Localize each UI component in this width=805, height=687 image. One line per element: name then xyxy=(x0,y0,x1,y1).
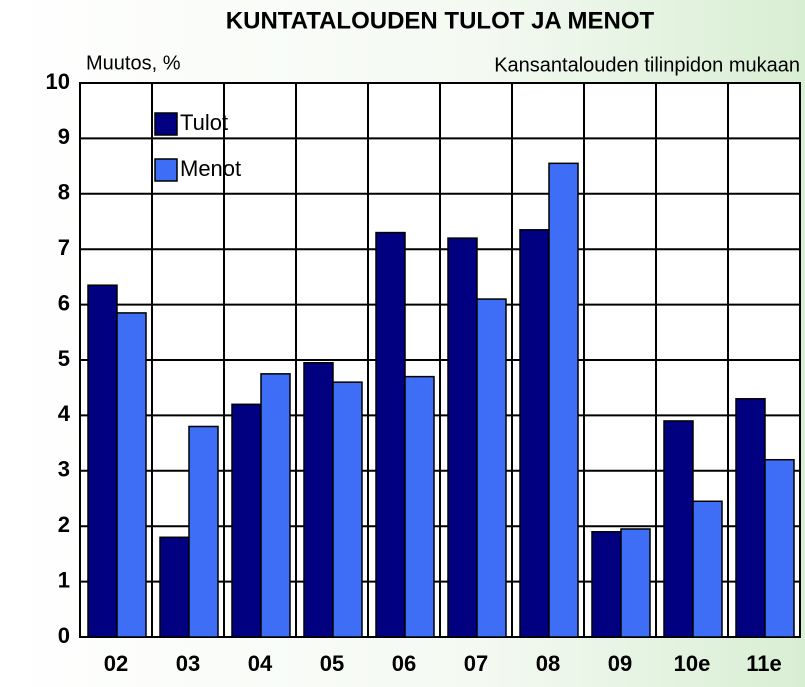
bar xyxy=(303,362,334,638)
bar xyxy=(87,284,118,638)
bar xyxy=(764,458,795,638)
x-tick-label: 06 xyxy=(392,651,416,676)
x-tick-label: 05 xyxy=(320,651,344,676)
bar xyxy=(188,425,219,638)
bar xyxy=(591,530,622,638)
y-axis-label: Muutos, % xyxy=(86,52,181,74)
y-tick-label: 3 xyxy=(58,457,70,482)
x-tick-label: 09 xyxy=(608,651,632,676)
legend-label: Tulot xyxy=(180,110,228,135)
bar xyxy=(447,237,478,638)
bar xyxy=(116,312,147,638)
bar xyxy=(159,536,190,638)
y-tick-label: 0 xyxy=(58,623,70,648)
x-tick-label: 04 xyxy=(248,651,273,676)
bar xyxy=(735,398,766,638)
bar xyxy=(476,298,507,638)
y-tick-label: 1 xyxy=(58,567,70,592)
y-tick-label: 4 xyxy=(58,401,71,426)
bar xyxy=(663,420,694,638)
y-tick-label: 9 xyxy=(58,124,70,149)
y-tick-label: 7 xyxy=(58,235,70,260)
bar xyxy=(332,381,363,638)
y-tick-label: 8 xyxy=(58,180,70,205)
legend-swatch xyxy=(154,158,178,182)
bar xyxy=(404,375,435,638)
x-tick-label: 10e xyxy=(674,651,711,676)
bar xyxy=(620,528,651,638)
bar xyxy=(692,500,723,638)
bar xyxy=(260,373,291,638)
y-tick-label: 5 xyxy=(58,346,70,371)
x-tick-label: 02 xyxy=(104,651,128,676)
subtitle: Kansantalouden tilinpidon mukaan xyxy=(494,54,800,76)
bar xyxy=(231,403,262,638)
legend-swatch xyxy=(154,112,178,136)
bar xyxy=(519,229,550,638)
legend-label: Menot xyxy=(180,156,241,181)
x-tick-label: 08 xyxy=(536,651,560,676)
bar xyxy=(548,162,579,638)
y-tick-label: 10 xyxy=(46,69,70,94)
chart-title: KUNTATALOUDEN TULOT JA MENOT xyxy=(226,7,655,34)
plot-border xyxy=(79,82,801,638)
x-tick-label: 07 xyxy=(464,651,488,676)
x-tick-label: 11e xyxy=(746,651,782,676)
bar xyxy=(375,231,406,638)
y-tick-label: 6 xyxy=(58,290,70,315)
x-tick-label: 03 xyxy=(176,651,200,676)
y-tick-label: 2 xyxy=(58,512,70,537)
